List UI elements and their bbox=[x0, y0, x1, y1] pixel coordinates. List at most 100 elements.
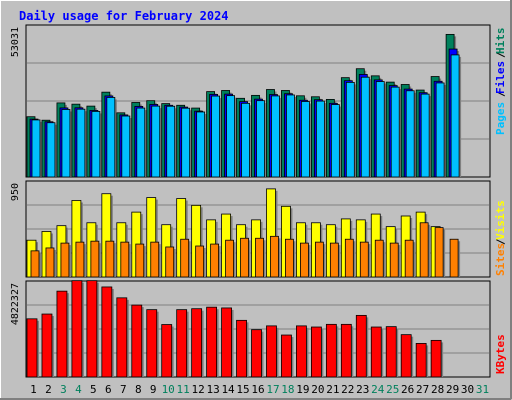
bar-sites bbox=[180, 238, 190, 278]
x-tick-label: 30 bbox=[461, 383, 474, 396]
bar-kbytes bbox=[191, 308, 203, 378]
bar-pages bbox=[330, 104, 340, 178]
x-tick-label: 9 bbox=[150, 383, 157, 396]
bar-pages bbox=[390, 86, 400, 178]
bar-kbytes bbox=[86, 280, 98, 378]
bar-sites bbox=[45, 247, 55, 278]
bar-sites bbox=[150, 241, 160, 278]
panel-kbytes: 4822327 bbox=[10, 280, 491, 378]
x-tick-label: 18 bbox=[281, 383, 294, 396]
bar-kbytes bbox=[41, 313, 53, 378]
x-tick-label: 17 bbox=[266, 383, 279, 396]
bar-kbytes bbox=[310, 326, 322, 378]
x-tick-label: 1 bbox=[30, 383, 37, 396]
x-tick-label: 15 bbox=[236, 383, 249, 396]
x-tick-label: 25 bbox=[386, 383, 399, 396]
bar-pages bbox=[345, 81, 355, 178]
bar-kbytes bbox=[26, 318, 38, 378]
bar-pages bbox=[166, 105, 176, 178]
x-tick-label: 22 bbox=[341, 383, 354, 396]
bar-pages bbox=[226, 95, 235, 178]
panel-visits-sites: 950 bbox=[10, 180, 491, 278]
legend-separator: / bbox=[494, 238, 507, 245]
x-tick-label: 13 bbox=[206, 383, 219, 396]
y-max-label: 53031 bbox=[10, 27, 21, 57]
bar-kbytes bbox=[161, 324, 173, 378]
bar-kbytes bbox=[296, 325, 307, 378]
legend-top: Pages / Files / Hits bbox=[494, 28, 507, 136]
bar-sites bbox=[314, 241, 324, 278]
bar-kbytes bbox=[221, 307, 232, 378]
x-tick-label: 7 bbox=[120, 383, 127, 396]
bar-kbytes bbox=[101, 286, 113, 378]
bar-sites bbox=[75, 241, 85, 278]
bar-pages bbox=[181, 107, 191, 178]
bar-sites bbox=[374, 239, 384, 278]
chart-title: Daily usage for February 2024 bbox=[19, 9, 229, 23]
x-tick-label: 5 bbox=[90, 383, 97, 396]
panel-hits-files-pages: 53031 bbox=[10, 24, 491, 178]
bar-kbytes bbox=[176, 309, 188, 378]
bar-sites bbox=[135, 243, 145, 278]
legend-visits: Visits bbox=[494, 200, 507, 240]
bar-kbytes bbox=[400, 334, 412, 378]
bar-sites bbox=[225, 239, 234, 278]
x-tick-label: 23 bbox=[356, 383, 369, 396]
x-tick-label: 16 bbox=[251, 383, 264, 396]
bar-kbytes bbox=[415, 343, 427, 378]
bar-kbytes bbox=[281, 334, 292, 378]
bar-sites bbox=[195, 245, 205, 278]
bar-pages bbox=[271, 95, 280, 178]
bar-kbytes bbox=[71, 280, 83, 378]
x-tick-label: 11 bbox=[177, 383, 190, 396]
bar-pages bbox=[286, 94, 295, 178]
bar-sites bbox=[120, 241, 130, 278]
bar-kbytes bbox=[325, 323, 337, 378]
bar-sites bbox=[165, 246, 175, 278]
x-tick-label: 21 bbox=[326, 383, 339, 396]
bar-pages bbox=[106, 97, 116, 178]
x-tick-label: 2 bbox=[45, 383, 52, 396]
bar-pages bbox=[256, 100, 265, 178]
x-tick-label: 31 bbox=[476, 383, 489, 396]
bar-pages bbox=[450, 54, 460, 178]
x-tick-label: 19 bbox=[296, 383, 309, 396]
bar-sites bbox=[434, 227, 444, 278]
legend-files: Files bbox=[494, 61, 507, 94]
bar-sites bbox=[389, 242, 399, 278]
bar-kbytes bbox=[251, 329, 262, 378]
bar-kbytes bbox=[236, 319, 247, 378]
bar-pages bbox=[121, 115, 131, 178]
bar-sites bbox=[329, 242, 339, 278]
bar-pages bbox=[375, 81, 385, 178]
bar-pages bbox=[151, 105, 161, 178]
x-tick-label: 8 bbox=[135, 383, 142, 396]
x-tick-label: 10 bbox=[162, 383, 175, 396]
bar-sites bbox=[449, 238, 459, 278]
x-tick-label: 28 bbox=[431, 383, 444, 396]
bar-pages bbox=[360, 76, 370, 178]
bar-sites bbox=[30, 250, 40, 278]
x-tick-label: 29 bbox=[446, 383, 459, 396]
x-tick-label: 4 bbox=[75, 383, 82, 396]
bar-pages bbox=[91, 111, 101, 178]
bar-sites bbox=[240, 237, 249, 278]
bar-pages bbox=[211, 95, 221, 178]
bar-sites bbox=[359, 241, 369, 278]
bar-pages bbox=[76, 108, 86, 178]
x-tick-label: 6 bbox=[105, 383, 112, 396]
bar-pages bbox=[241, 102, 250, 178]
legend-separator: / bbox=[494, 51, 507, 58]
x-axis-labels: 1 2 3 4 5 6 7 8 9 10 11 12 13 14 15 16 17 18 19 20 21 22 23 24 2… bbox=[30, 383, 489, 396]
bar-pages bbox=[435, 82, 445, 178]
x-tick-label: 20 bbox=[311, 383, 324, 396]
x-tick-label: 27 bbox=[416, 383, 429, 396]
bar-kbytes bbox=[355, 314, 367, 378]
bar-pages bbox=[405, 90, 415, 178]
legend-bottom: KBytes bbox=[494, 334, 507, 374]
legend-kbytes: KBytes bbox=[494, 334, 507, 374]
bar-sites bbox=[344, 238, 354, 278]
y-max-label: 4822327 bbox=[10, 283, 21, 325]
bar-pages bbox=[46, 122, 56, 178]
bar-sites bbox=[90, 240, 100, 278]
